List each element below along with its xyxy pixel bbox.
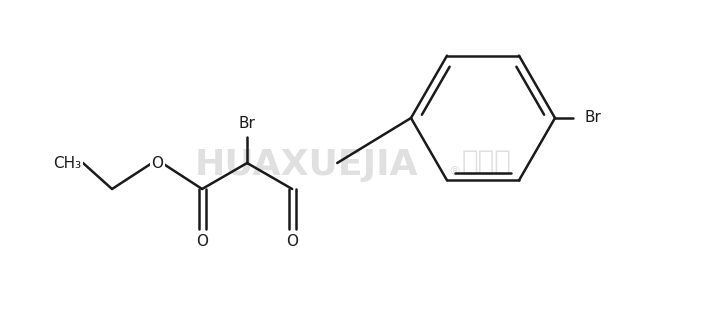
Text: HUAXUEJIA: HUAXUEJIA [195,148,418,182]
Text: O: O [196,235,208,250]
Text: Br: Br [585,110,602,125]
Text: 化学加: 化学加 [462,148,512,176]
Text: O: O [151,156,163,171]
Text: CH₃: CH₃ [53,156,81,171]
Text: ®: ® [448,165,460,178]
Text: Br: Br [239,116,256,131]
Text: O: O [286,235,298,250]
